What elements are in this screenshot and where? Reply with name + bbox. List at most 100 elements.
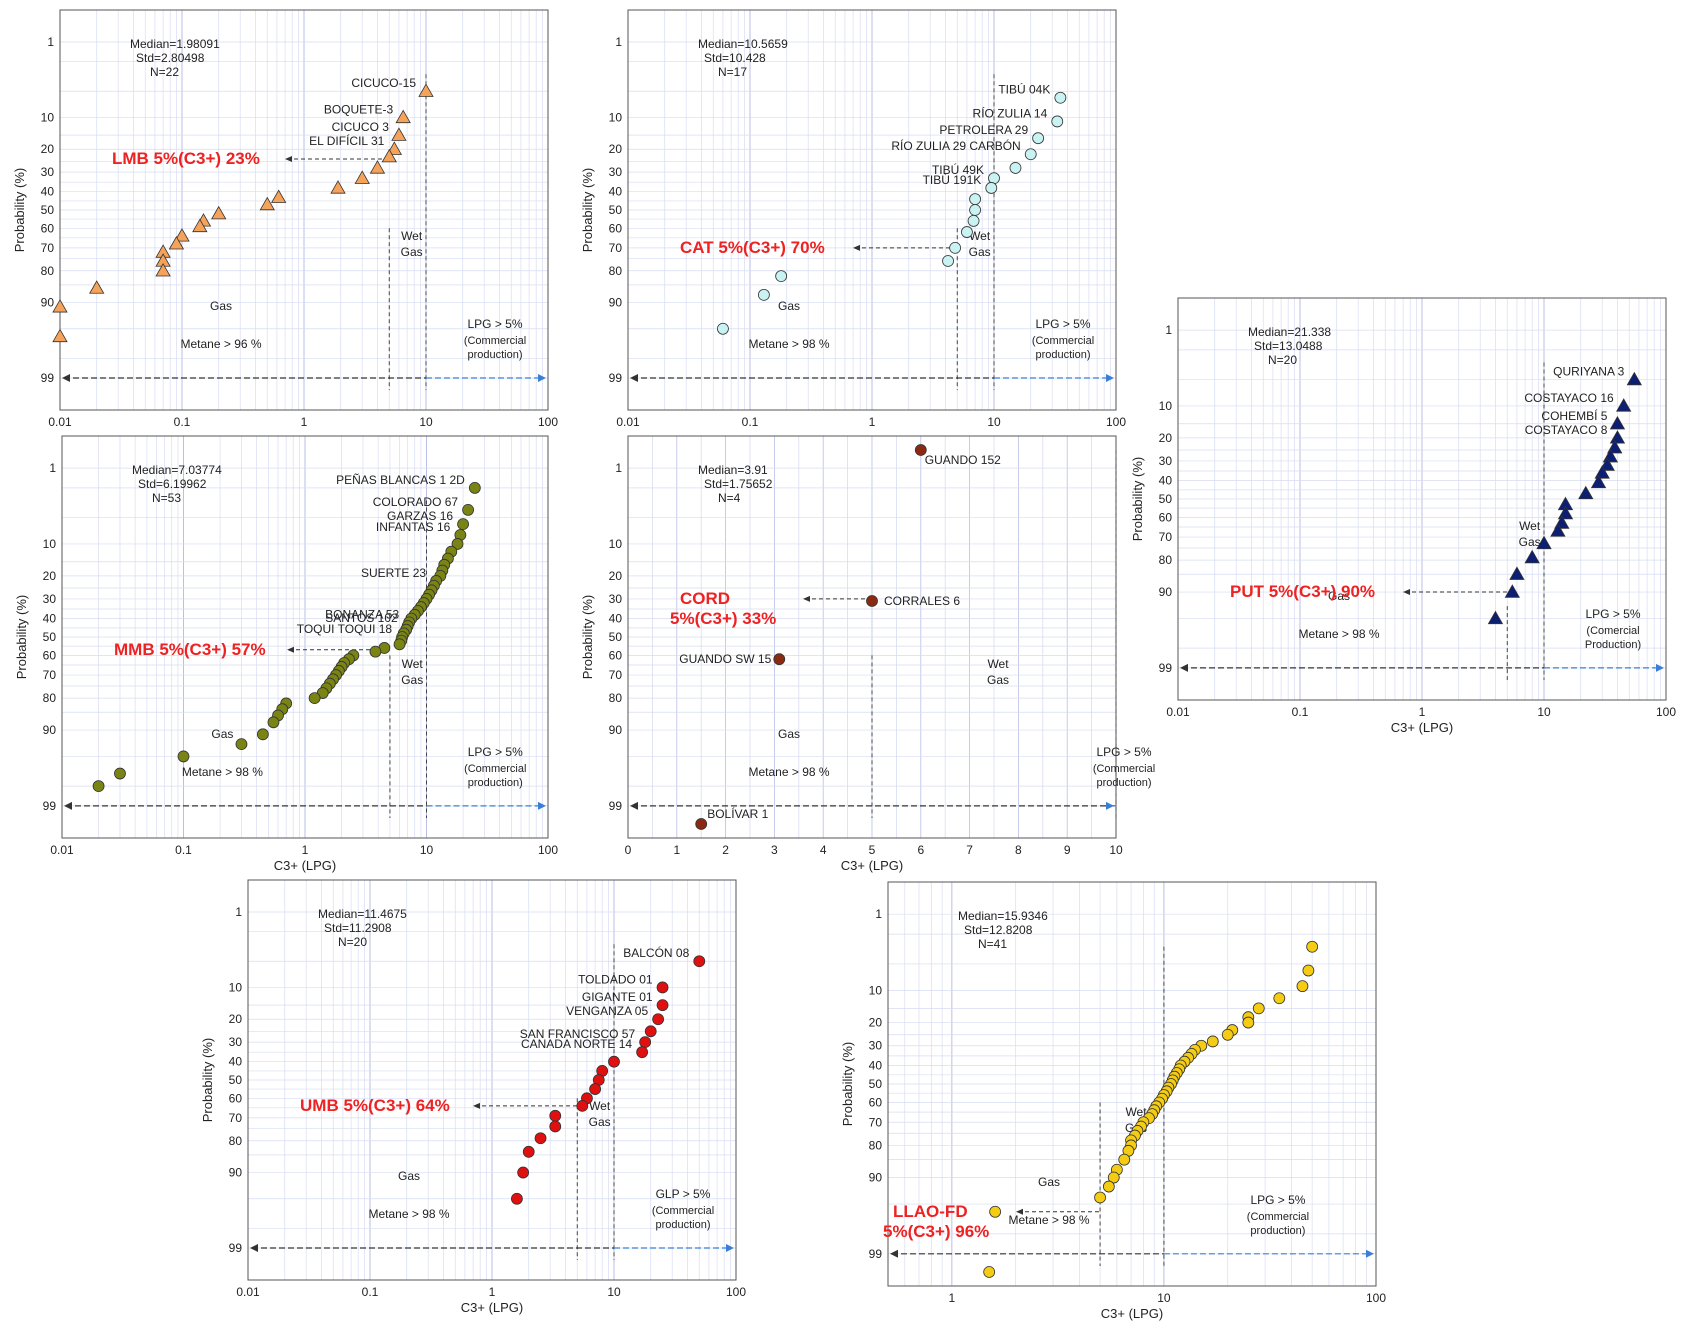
y-axis-label: Probability (%) [200, 1038, 215, 1123]
data-point [1590, 474, 1607, 489]
region-metane: Metane > 98 % [182, 765, 263, 779]
data-point [983, 1266, 996, 1278]
stats-line: Std=1.75652 [704, 477, 773, 491]
point-label: COHEMBÍ 5 [1541, 408, 1607, 423]
data-point [1609, 415, 1626, 430]
data-point [155, 262, 171, 277]
y-tick-label: 60 [869, 1095, 883, 1109]
data-point [1487, 610, 1504, 625]
region-metane: Metane > 98 % [369, 1207, 450, 1221]
x-tick-label: 3 [771, 843, 778, 857]
data-point [52, 328, 68, 343]
data-point [534, 1132, 547, 1145]
y-axis-label: Probability (%) [12, 168, 27, 253]
data-point [1550, 523, 1566, 537]
headline-text: LLAO-FD [893, 1202, 968, 1221]
data-point [1252, 1002, 1265, 1015]
y-tick-label: 20 [1159, 431, 1173, 445]
point-label: RÍO ZULIA 14 [973, 105, 1048, 120]
data-point [949, 241, 962, 254]
data-point [644, 1025, 657, 1038]
y-tick-label: 50 [1159, 492, 1173, 506]
y-tick-label: 40 [869, 1059, 883, 1073]
data-point [639, 1036, 652, 1049]
data-point [969, 193, 982, 205]
data-point [354, 170, 370, 184]
region-lpg: GLP > 5% [656, 1187, 711, 1201]
y-tick-label: 1 [235, 905, 242, 919]
region-lpg: LPG > 5% [1096, 745, 1151, 759]
data-points [695, 444, 927, 830]
region-wet: Wet [987, 657, 1009, 671]
region-metane: Metane > 96 % [181, 337, 262, 351]
data-point [961, 226, 973, 238]
headline: PUT 5%(C3+) 90% [1230, 582, 1508, 601]
plot-frame [1177, 297, 1667, 701]
data-point [393, 638, 406, 651]
y-tick-label: 10 [1159, 399, 1173, 413]
region-lpg: LPG > 5% [1250, 1193, 1305, 1207]
y-tick-label: 30 [229, 1035, 243, 1049]
data-point [369, 160, 386, 174]
region-production: Production) [1585, 639, 1641, 651]
x-tick-label: 0.1 [1292, 705, 1309, 719]
x-tick-label: 0.1 [742, 415, 759, 429]
data-point [866, 595, 878, 607]
x-tick-label: 0.01 [616, 415, 640, 429]
region-labels: Gas Metane > 98 % Wet Gas LPG > 5% (Comercial… [1299, 519, 1642, 651]
data-point [1054, 91, 1067, 104]
data-point [1607, 439, 1623, 454]
data-point [1032, 132, 1045, 145]
data-point [1578, 485, 1594, 500]
data-point [522, 1145, 535, 1158]
y-tick-label: 60 [229, 1091, 243, 1105]
data-point [211, 205, 227, 220]
y-tick-label: 10 [229, 980, 243, 994]
y-tick-label: 10 [609, 537, 623, 551]
point-label: GUANDO SW 15 [679, 652, 771, 666]
y-tick-label: 50 [229, 1073, 243, 1087]
range-arrow [630, 801, 1116, 810]
x-axis-label: C3+ (LPG) [274, 858, 337, 873]
y-tick-label: 70 [43, 668, 57, 682]
data-point [1524, 549, 1540, 564]
region-metane: Metane > 98 % [749, 337, 830, 351]
stats-line: Std=12.8208 [964, 923, 1033, 937]
plot-frame [627, 9, 1117, 411]
x-tick-label: 0 [625, 843, 632, 857]
region-lpg: LPG > 5% [467, 317, 522, 331]
range-arrow [1180, 663, 1664, 672]
y-tick-label: 60 [1159, 510, 1173, 524]
y-tick-label: 99 [609, 371, 623, 385]
y-tick-label: 30 [1159, 454, 1173, 468]
region-commercial: (Commercial [652, 1205, 714, 1217]
data-point [330, 180, 346, 194]
region-commercial: (Commercial [1093, 763, 1155, 775]
x-tick-label: 10 [607, 1285, 621, 1299]
point-label: TIBÚ 04K [998, 82, 1050, 97]
point-label: CORRALES 6 [884, 594, 960, 608]
region-wet: Wet [1125, 1105, 1147, 1119]
point-label: TOLDADO 01 [578, 972, 653, 986]
data-point [174, 228, 190, 242]
stats-line: Median=3.91 [698, 463, 768, 477]
data-point [386, 141, 403, 155]
x-tick-label: 1 [1419, 705, 1426, 719]
plot-frame [887, 881, 1377, 1287]
y-tick-label: 99 [1159, 661, 1173, 675]
data-point [1536, 535, 1552, 550]
x-tick-label: 0.01 [50, 843, 74, 857]
y-tick-label: 20 [609, 142, 623, 156]
range-arrow [250, 1243, 734, 1252]
x-tick-label: 0.01 [48, 415, 72, 429]
point-label: QURIYANA 3 [1553, 365, 1624, 379]
data-point [511, 1192, 523, 1205]
region-lpg: LPG > 5% [1035, 317, 1090, 331]
x-tick-label: 10 [1157, 1291, 1171, 1305]
data-point [1242, 1016, 1255, 1029]
y-tick-label: 50 [869, 1077, 883, 1091]
y-tick-label: 80 [229, 1134, 243, 1148]
point-label: BONANZA 53 [325, 607, 399, 621]
point-label: SUERTE 23 [361, 566, 426, 580]
